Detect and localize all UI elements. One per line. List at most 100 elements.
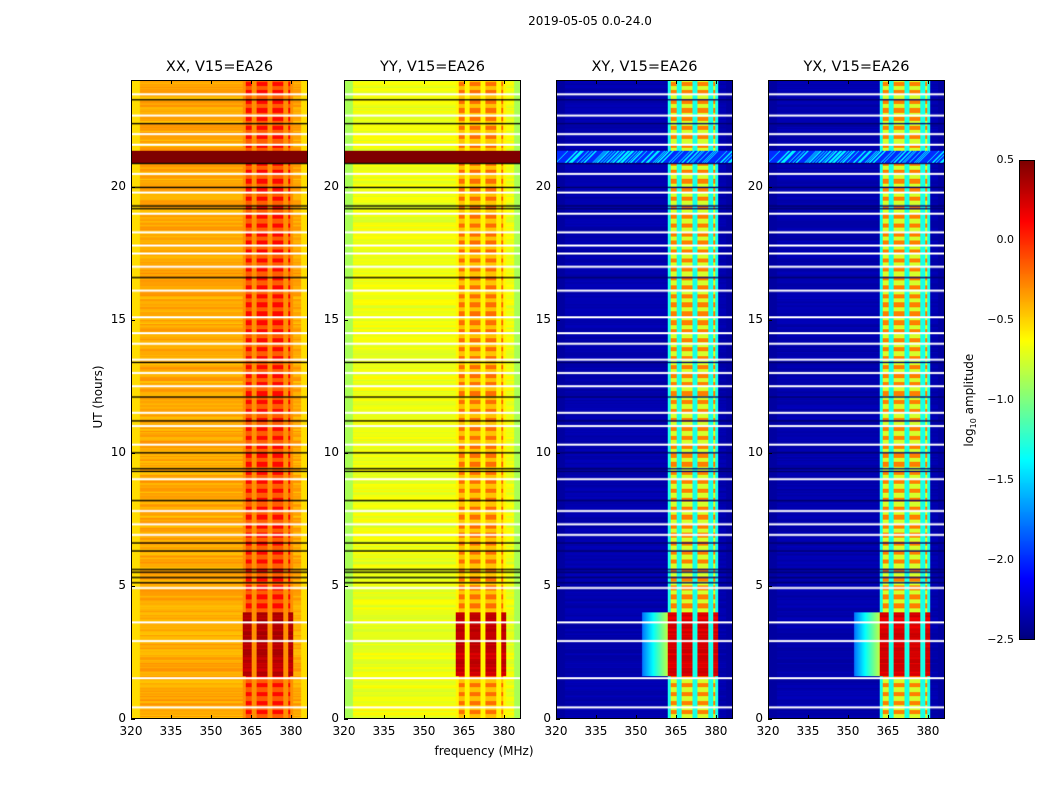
x-tick-mark xyxy=(595,715,597,719)
x-tick-label: 365 xyxy=(876,724,900,738)
y-tick-mark xyxy=(556,585,560,587)
x-axis-label: frequency (MHz) xyxy=(434,744,534,758)
x-tick-label: 335 xyxy=(372,724,396,738)
y-tick-label: 0 xyxy=(755,711,763,725)
x-tick-mark xyxy=(170,715,172,719)
x-tick-mark xyxy=(847,715,849,719)
x-tick-mark xyxy=(210,80,212,84)
y-axis-label: UT (hours) xyxy=(91,365,105,429)
y-tick-mark xyxy=(768,719,772,720)
x-tick-mark xyxy=(927,715,929,719)
x-tick-mark xyxy=(887,715,889,719)
x-tick-mark xyxy=(635,80,637,84)
y-tick-mark xyxy=(768,452,772,454)
x-tick-label: 380 xyxy=(704,724,728,738)
x-tick-mark xyxy=(131,80,132,84)
y-tick-label: 10 xyxy=(110,444,126,459)
x-tick-mark xyxy=(463,715,465,719)
colorbar-tick-label: 0.5 xyxy=(996,153,1015,166)
x-tick-mark xyxy=(556,715,557,719)
y-tick-label: 5 xyxy=(118,577,126,592)
heatmap-panel-1 xyxy=(344,80,521,719)
y-tick-mark xyxy=(344,452,348,454)
panel-title: XX, V15=EA26 xyxy=(165,59,274,75)
y-tick-label: 15 xyxy=(323,311,339,326)
x-tick-mark xyxy=(210,715,212,719)
y-tick-label: 0 xyxy=(543,711,551,725)
colorbar-tick-label: −1.5 xyxy=(987,473,1014,486)
x-tick-mark xyxy=(768,80,769,84)
colorbar-tick-label: −0.5 xyxy=(987,313,1014,326)
y-tick-label: 0 xyxy=(118,711,126,725)
heatmap-panel-2 xyxy=(556,80,733,719)
y-tick-mark xyxy=(344,585,348,587)
y-tick-mark xyxy=(556,319,560,321)
x-tick-mark xyxy=(170,80,172,84)
x-tick-mark xyxy=(675,80,677,84)
colorbar-label: log10 amplitude xyxy=(961,353,979,447)
heatmap-cells xyxy=(132,81,307,718)
y-tick-mark xyxy=(131,452,135,454)
y-tick-mark xyxy=(131,585,135,587)
y-tick-mark xyxy=(768,186,772,188)
x-tick-label: 380 xyxy=(492,724,516,738)
x-tick-mark xyxy=(344,715,345,719)
panel-title: YX, V15=EA26 xyxy=(803,59,910,75)
y-tick-label: 15 xyxy=(535,311,551,326)
x-tick-mark xyxy=(503,80,505,84)
heatmap-panel-3 xyxy=(768,80,945,719)
x-tick-mark xyxy=(463,80,465,84)
x-tick-mark xyxy=(715,715,717,719)
y-tick-mark xyxy=(131,186,135,188)
x-tick-label: 335 xyxy=(159,724,183,738)
x-tick-mark xyxy=(290,715,292,719)
y-tick-mark xyxy=(556,452,560,454)
panel-title: XY, V15=EA26 xyxy=(591,59,698,75)
colorbar xyxy=(1019,160,1035,640)
y-tick-label: 20 xyxy=(747,178,763,193)
x-tick-label: 350 xyxy=(199,724,223,738)
y-tick-label: 5 xyxy=(331,577,339,592)
y-tick-label: 15 xyxy=(747,311,763,326)
y-tick-label: 15 xyxy=(110,311,126,326)
y-tick-mark xyxy=(344,719,348,720)
x-tick-label: 350 xyxy=(836,724,860,738)
x-tick-mark xyxy=(290,80,292,84)
panel-title: YY, V15=EA26 xyxy=(380,59,485,75)
x-tick-mark xyxy=(887,80,889,84)
x-tick-label: 380 xyxy=(916,724,940,738)
x-tick-mark xyxy=(423,80,425,84)
x-tick-label: 320 xyxy=(544,724,568,738)
x-tick-label: 365 xyxy=(452,724,476,738)
colorbar-tick-label: −2.0 xyxy=(987,553,1014,566)
y-tick-mark xyxy=(556,186,560,188)
x-tick-label: 335 xyxy=(796,724,820,738)
x-tick-mark xyxy=(675,715,677,719)
y-tick-mark xyxy=(556,719,560,720)
y-tick-label: 5 xyxy=(755,577,763,592)
colorbar-tick-label: −1.0 xyxy=(987,393,1014,406)
figure-title: 2019-05-05 0.0-24.0 xyxy=(528,14,652,28)
y-tick-mark xyxy=(344,186,348,188)
x-tick-mark xyxy=(344,80,345,84)
x-tick-mark xyxy=(556,80,557,84)
x-tick-mark xyxy=(131,715,132,719)
x-tick-mark xyxy=(768,715,769,719)
y-tick-label: 20 xyxy=(535,178,551,193)
y-tick-label: 10 xyxy=(535,444,551,459)
x-tick-mark xyxy=(635,715,637,719)
heatmap-panel-0 xyxy=(131,80,308,719)
x-tick-mark xyxy=(715,80,717,84)
x-tick-mark xyxy=(250,715,252,719)
x-tick-mark xyxy=(927,80,929,84)
y-tick-label: 20 xyxy=(323,178,339,193)
colorbar-tick-label: 0.0 xyxy=(996,233,1015,246)
y-tick-mark xyxy=(131,719,135,720)
y-tick-mark xyxy=(768,319,772,321)
x-tick-label: 320 xyxy=(332,724,356,738)
heatmap-cells xyxy=(557,81,732,718)
heatmap-cells xyxy=(769,81,944,718)
x-tick-label: 380 xyxy=(279,724,303,738)
y-tick-label: 0 xyxy=(331,711,339,725)
